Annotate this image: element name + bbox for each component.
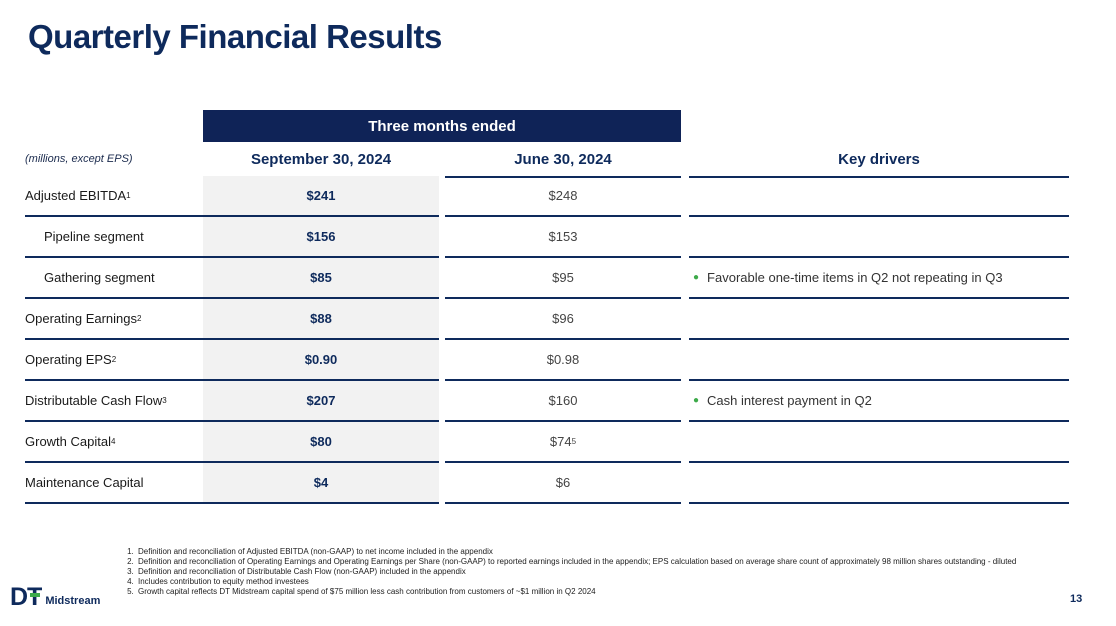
q2-value: $6 (445, 463, 681, 504)
q3-value: $241 (203, 176, 439, 217)
footnote: Includes contribution to equity method i… (136, 577, 1076, 587)
q2-value-text: $95 (552, 270, 574, 285)
q2-value-text: $153 (548, 229, 578, 244)
key-driver (689, 340, 1069, 381)
bullet-icon: ● (693, 272, 700, 283)
footnote: Growth capital reflects DT Midstream cap… (136, 587, 1076, 597)
q2-value-text: $74 (549, 434, 572, 449)
table-row: Distributable Cash Flow 3 $207 $160 ● Cash in… (25, 381, 1069, 422)
table-row: Operating EPS 2 $0.90 $0.98 (25, 340, 1069, 381)
footnote: Definition and reconciliation of Adjuste… (136, 547, 1076, 557)
table-row: Maintenance Capital $4 $6 (25, 463, 1069, 504)
dt-midstream-logo: DT Midstream (10, 583, 101, 611)
q2-value: $0.98 (445, 340, 681, 381)
row-label-text: Gathering segment (44, 270, 155, 285)
key-driver (689, 422, 1069, 463)
key-driver (689, 176, 1069, 217)
table-row: Gathering segment $85 $95 ● Favorable one-ti… (25, 258, 1069, 299)
row-label: Distributable Cash Flow 3 (25, 381, 203, 422)
row-label: Pipeline segment (25, 217, 203, 258)
row-label-text: Operating EPS (25, 352, 112, 367)
key-driver (689, 217, 1069, 258)
q2-value: $248 (445, 176, 681, 217)
period-header-band: Three months ended (203, 110, 681, 142)
bullet-icon: ● (693, 395, 700, 406)
q2-value: $95 (445, 258, 681, 299)
q3-value: $0.90 (203, 340, 439, 381)
column-header-q2: June 30, 2024 (445, 142, 681, 178)
q2-value: $160 (445, 381, 681, 422)
key-driver-text: Cash interest payment in Q2 (707, 393, 872, 408)
footnotes: Definition and reconciliation of Adjuste… (118, 547, 1076, 597)
q2-value-text: $96 (552, 311, 574, 326)
row-label: Operating Earnings 2 (25, 299, 203, 340)
table-row: Operating Earnings 2 $88 $96 (25, 299, 1069, 340)
q2-value-text: $248 (548, 188, 578, 203)
footnote: Definition and reconciliation of Operati… (136, 557, 1076, 567)
row-label-text: Operating Earnings (25, 311, 138, 326)
logo-wordmark: Midstream (45, 595, 101, 607)
key-driver (689, 463, 1069, 504)
row-label-text: Adjusted EBITDA (25, 188, 127, 203)
q2-value: $153 (445, 217, 681, 258)
units-label: (millions, except EPS) (25, 153, 133, 165)
row-label: Operating EPS 2 (25, 340, 203, 381)
q2-value-text: $160 (548, 393, 578, 408)
row-label: Growth Capital 4 (25, 422, 203, 463)
row-label-text: Growth Capital (25, 434, 111, 449)
row-label: Maintenance Capital (25, 463, 203, 504)
row-label-text: Distributable Cash Flow (25, 393, 163, 408)
q2-value: $96 (445, 299, 681, 340)
key-driver: ● Cash interest payment in Q2 (689, 381, 1069, 422)
key-driver (689, 299, 1069, 340)
q3-value: $4 (203, 463, 439, 504)
q2-value-text: $6 (555, 475, 571, 490)
key-driver-text: Favorable one-time items in Q2 not repea… (707, 270, 1003, 285)
page-number: 13 (1070, 593, 1083, 605)
logo-mark: DT (10, 583, 42, 611)
q3-value: $80 (203, 422, 439, 463)
q2-value-text: $0.98 (546, 352, 580, 367)
table-row: Growth Capital 4 $80 $74 5 (25, 422, 1069, 463)
table-row: Adjusted EBITDA 1 $241 $248 (25, 176, 1069, 217)
table-row: Pipeline segment $156 $153 (25, 217, 1069, 258)
row-label: Gathering segment (25, 258, 203, 299)
column-header-key-drivers: Key drivers (689, 142, 1069, 178)
q3-value: $85 (203, 258, 439, 299)
q3-value: $156 (203, 217, 439, 258)
row-label-text: Maintenance Capital (25, 475, 144, 490)
q2-value: $74 5 (445, 422, 681, 463)
column-header-q3: September 30, 2024 (203, 142, 439, 178)
key-driver: ● Favorable one-time items in Q2 not repe… (689, 258, 1069, 299)
row-label: Adjusted EBITDA 1 (25, 176, 203, 217)
q3-value: $207 (203, 381, 439, 422)
row-label-text: Pipeline segment (44, 229, 144, 244)
footnote: Definition and reconciliation of Distrib… (136, 567, 1076, 577)
page-title: Quarterly Financial Results (28, 18, 442, 55)
q3-value: $88 (203, 299, 439, 340)
